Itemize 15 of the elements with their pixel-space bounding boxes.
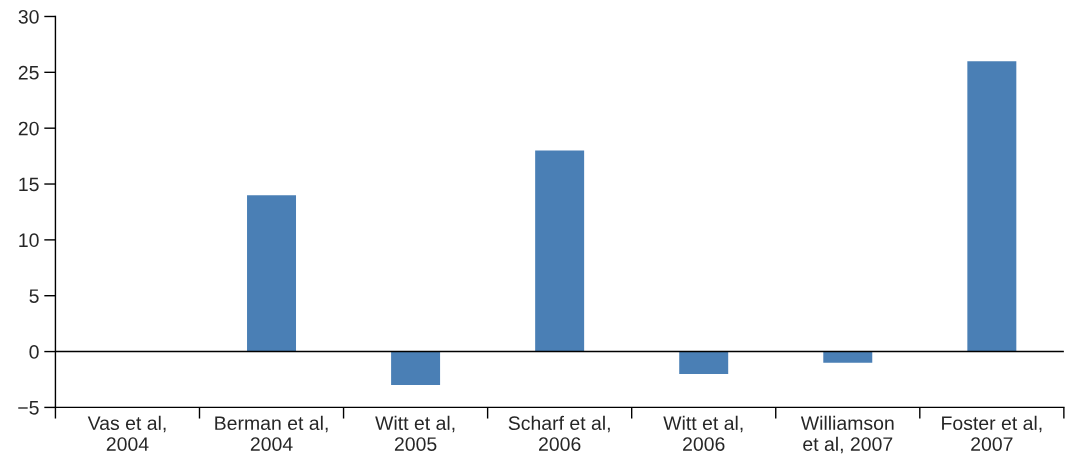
x-tick-label: Foster et al, 2007: [942, 415, 1042, 451]
y-tick-label: 15: [19, 177, 39, 192]
x-tick-label: Witt et al, 2006: [663, 415, 743, 451]
y-tick-label: 30: [18, 9, 39, 24]
y-tick-label: 20: [18, 121, 39, 136]
y-tick-label: −5: [18, 401, 39, 415]
y-tick-label: 10: [19, 233, 39, 248]
y-tick-label: 5: [29, 289, 39, 303]
y-tick-label: 0: [29, 345, 39, 359]
x-tick-label: Vas et al, 2004: [87, 415, 166, 451]
x-tick-label: Williamson et al, 2007: [800, 415, 894, 454]
y-tick-label: 25: [18, 65, 39, 80]
x-tick-label: Berman et al, 2004: [215, 415, 328, 451]
x-tick-label: Scharf et al, 2006: [508, 415, 610, 451]
x-tick-label: Witt et al, 2005: [375, 415, 455, 451]
